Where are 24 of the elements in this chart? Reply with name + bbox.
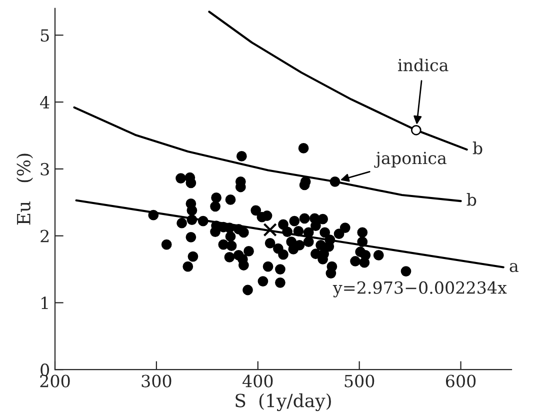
y-tick-label: 1	[42, 296, 48, 310]
y-tick-label: 0	[40, 364, 50, 376]
x-tick-label: 300	[142, 374, 172, 388]
point	[330, 176, 340, 187]
y-tick-label: 5	[40, 29, 49, 42]
point	[263, 222, 277, 237]
x-tick-label: 500	[344, 374, 374, 388]
line-series	[208, 10, 468, 151]
y-tick-label: 2	[40, 230, 49, 242]
y-axis-title: Eu (%)	[16, 154, 34, 225]
annotation: y=2.973−0.002234x	[332, 281, 507, 298]
x-axis-title: S (1y/day)	[236, 393, 331, 412]
x-tick-label: 600	[446, 374, 476, 388]
x-tick-label: 200	[40, 374, 70, 388]
point	[410, 124, 422, 136]
y-tick-label: 3	[40, 162, 49, 176]
series-label: a	[510, 262, 518, 272]
annotation: japonica	[374, 152, 446, 168]
series-label: b	[472, 141, 482, 154]
line-series	[73, 106, 462, 202]
annotation: indica	[398, 58, 448, 72]
y-tick-label: 4	[40, 96, 50, 108]
series-label: b	[466, 192, 476, 206]
x-tick-label: 400	[242, 374, 273, 388]
